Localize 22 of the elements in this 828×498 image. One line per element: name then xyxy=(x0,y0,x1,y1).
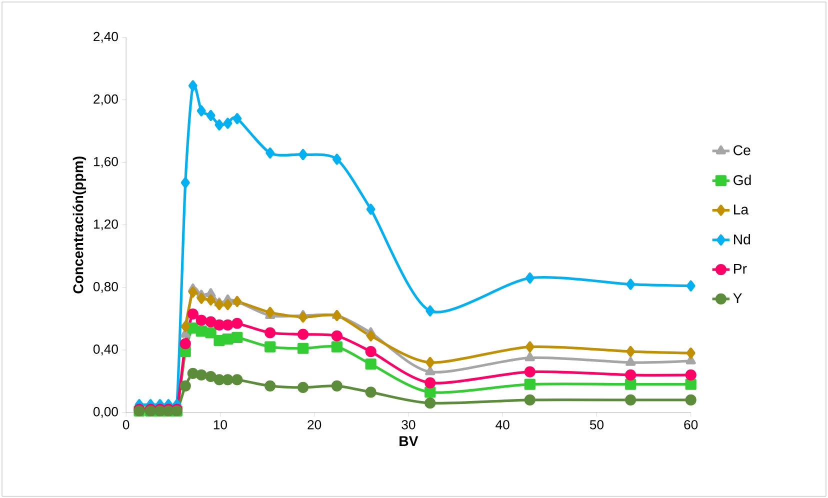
x-axis-title: BV xyxy=(400,436,418,446)
legend-label: Gd xyxy=(734,174,751,186)
x-tick-label: 50 xyxy=(590,420,604,430)
legend-label: Ce xyxy=(734,145,750,156)
y-tick-label: 0,80 xyxy=(93,282,118,293)
legend-label: Y xyxy=(733,293,742,303)
legend-label: Pr xyxy=(734,264,747,274)
x-tick-label: 20 xyxy=(308,420,322,430)
x-tick-label: 60 xyxy=(684,420,698,430)
x-tick-label: 40 xyxy=(496,420,510,430)
y-tick-label: 2,40 xyxy=(94,32,118,43)
y-tick-label: 2,00 xyxy=(94,94,118,106)
y-axis-title: Concentración(ppm) xyxy=(72,156,86,294)
y-tick-label: 1,20 xyxy=(94,219,118,230)
y-tick-label: 0,40 xyxy=(93,344,118,356)
legend-label: Nd xyxy=(734,234,750,244)
legend-label: La xyxy=(734,204,749,214)
x-tick-label: 0 xyxy=(122,420,130,430)
y-tick-label: 1,60 xyxy=(94,156,118,168)
x-tick-label: 30 xyxy=(402,420,416,430)
y-tick-label: 0,00 xyxy=(93,406,118,418)
x-tick-label: 10 xyxy=(214,420,227,430)
